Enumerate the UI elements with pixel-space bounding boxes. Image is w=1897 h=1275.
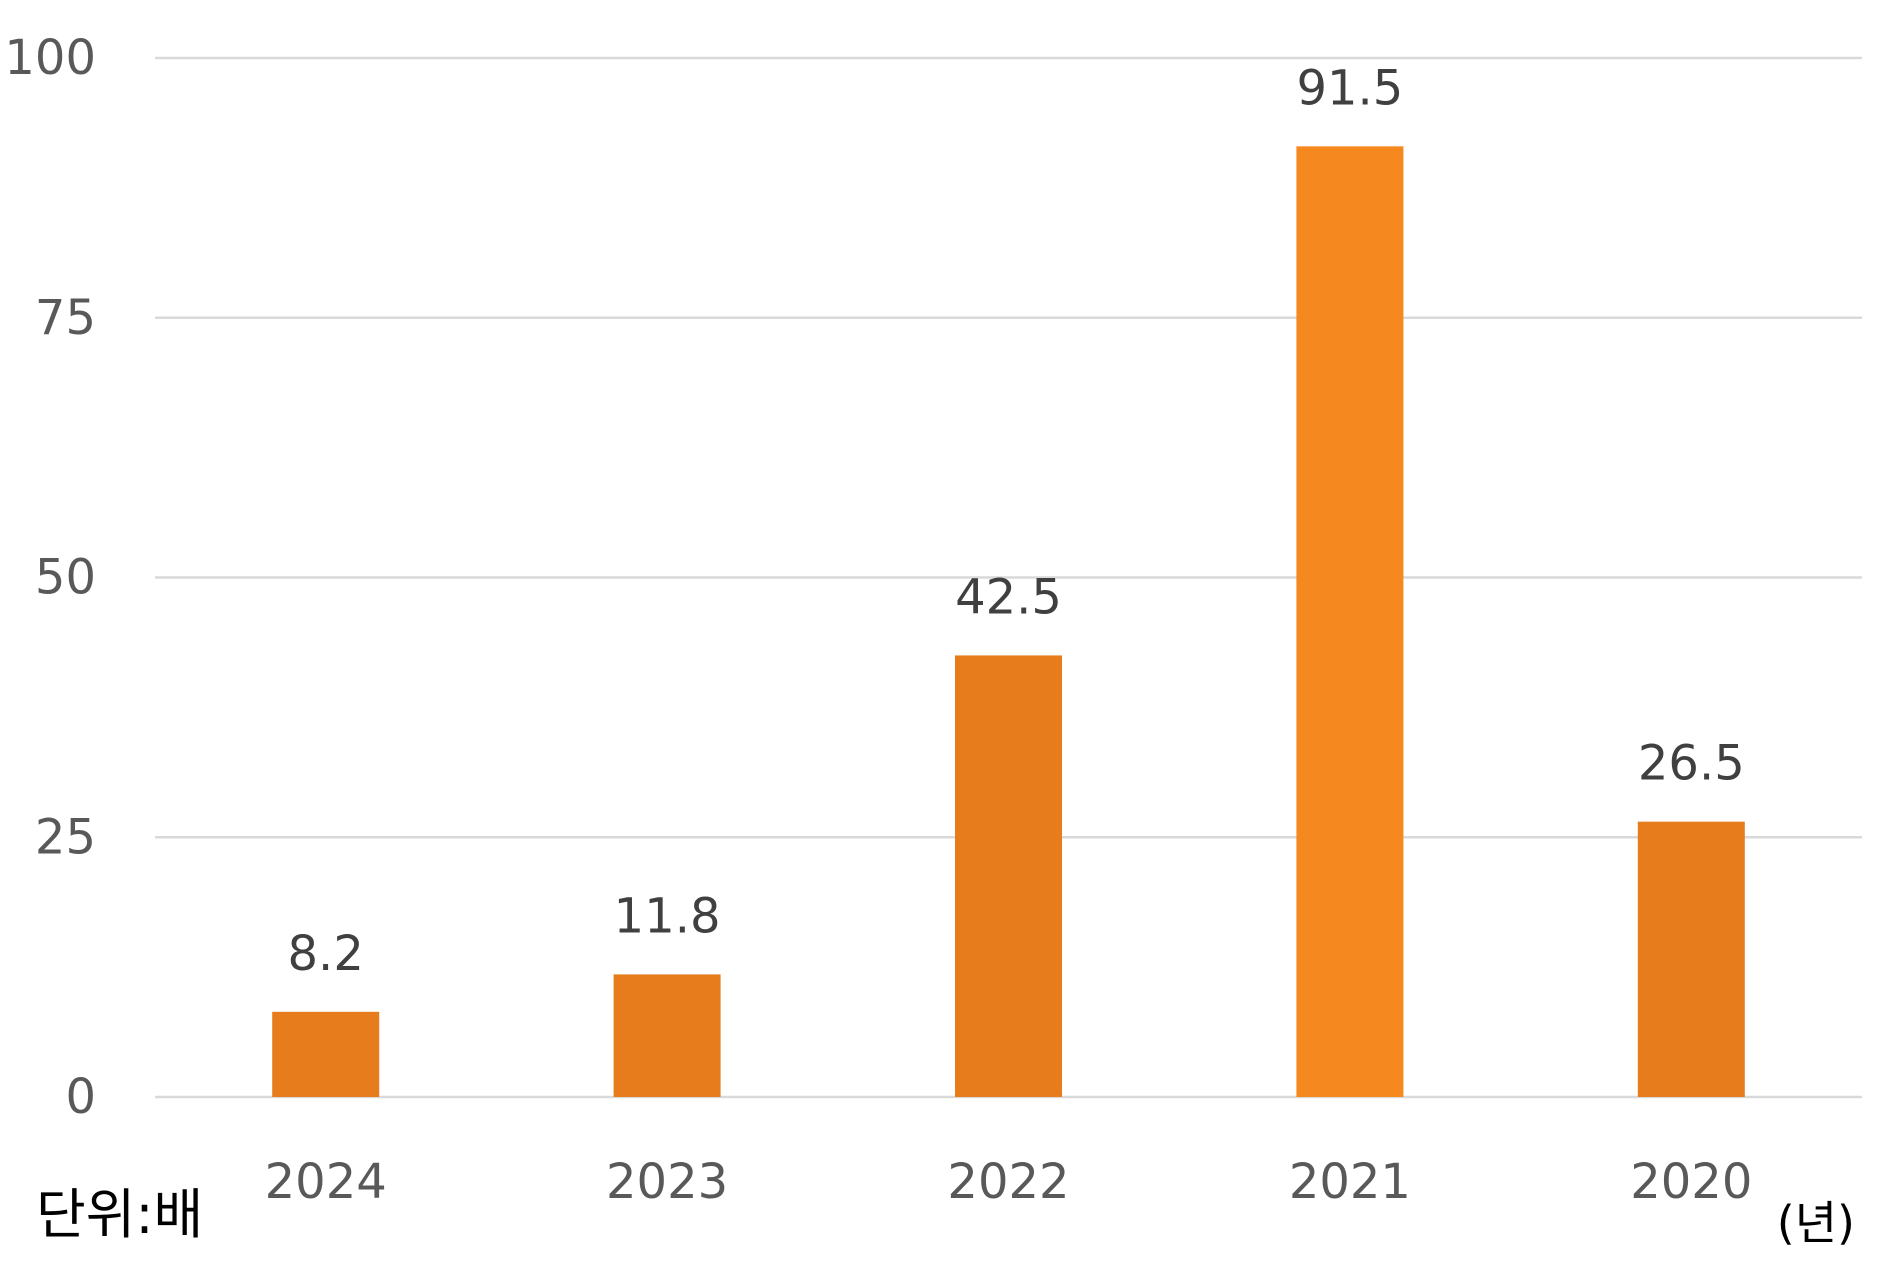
data-label: 42.5 [955, 569, 1062, 625]
bar [1637, 821, 1745, 1097]
data-label: 91.5 [1296, 60, 1403, 116]
bar [1296, 146, 1404, 1097]
bars [272, 146, 1745, 1097]
x-axis-unit-label: (년) [1776, 1196, 1855, 1250]
x-tick-label: 2024 [265, 1154, 387, 1210]
y-tick-label: 0 [65, 1069, 96, 1125]
y-tick-label: 100 [4, 30, 96, 86]
y-tick-label: 25 [35, 809, 96, 865]
data-label: 8.2 [288, 926, 364, 982]
y-tick-label: 50 [35, 550, 96, 606]
data-labels: 8.2 11.8 42.5 91.5 26.5 [288, 60, 1745, 981]
x-tick-label: 2022 [947, 1154, 1069, 1210]
data-label: 11.8 [614, 888, 721, 944]
y-axis-ticks: 0 25 50 75 100 [4, 30, 96, 1125]
y-tick-label: 75 [35, 290, 96, 346]
bar [613, 974, 721, 1097]
bar [955, 655, 1062, 1097]
gridlines [155, 56, 1862, 1099]
x-tick-label: 2020 [1630, 1154, 1752, 1210]
data-label: 26.5 [1638, 736, 1745, 792]
x-tick-label: 2021 [1289, 1154, 1411, 1210]
unit-label: 단위:배 [36, 1183, 204, 1246]
x-axis-ticks: 2024 2023 2022 2021 2020 [265, 1154, 1753, 1210]
x-tick-label: 2023 [606, 1154, 728, 1210]
bar [272, 1011, 380, 1097]
